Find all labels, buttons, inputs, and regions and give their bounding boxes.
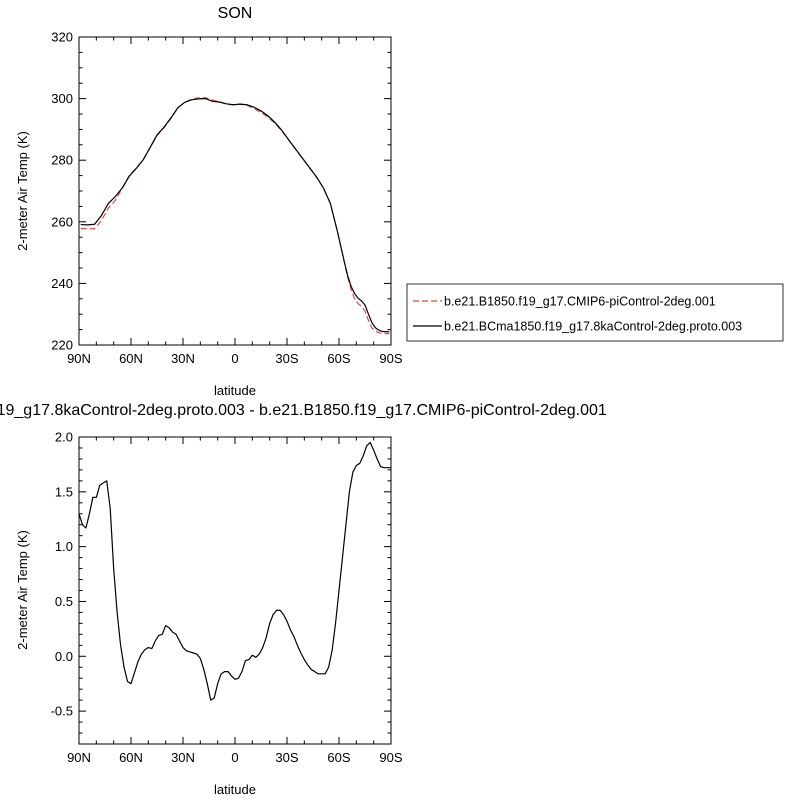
y-tick-label: 2.0	[55, 430, 73, 445]
y-tick-label: 260	[51, 214, 73, 229]
top-panel-title: SON	[218, 5, 253, 22]
y-tick-label: 1.5	[55, 484, 73, 499]
y-tick-label: 220	[51, 338, 73, 353]
x-tick-label: 30S	[275, 351, 298, 366]
bottom-plot-frame	[78, 436, 392, 745]
y-tick-label: -0.5	[51, 704, 73, 719]
top-axis-ticks: 90N 60N 30N 0 30S 60S 90S 220 240 260 280 300 320	[51, 30, 403, 367]
x-tick-label: 60N	[119, 750, 143, 765]
x-tick-label: 60S	[327, 750, 350, 765]
x-tick-label: 30N	[171, 750, 195, 765]
x-tick-label: 30S	[275, 750, 298, 765]
legend-box	[406, 283, 784, 342]
y-tick-label: 0.5	[55, 594, 73, 609]
bottom-x-axis-label: latitude	[214, 782, 256, 797]
top-y-axis-label: 2-meter Air Temp (K)	[15, 131, 30, 251]
x-tick-label: 90S	[379, 750, 402, 765]
x-tick-label: 0	[231, 750, 238, 765]
x-tick-label: 90S	[379, 351, 402, 366]
y-tick-label: 0.0	[55, 649, 73, 664]
top-plot-series	[80, 97, 390, 335]
legend-entry-picontrol: b.e21.B1850.f19_g17.CMIP6-piControl-2deg…	[444, 295, 716, 309]
top-x-axis-label: latitude	[214, 383, 256, 398]
x-tick-label: 90N	[67, 750, 91, 765]
bottom-plot-series	[78, 441, 391, 701]
series-line-0	[80, 97, 390, 335]
x-tick-label: 60S	[327, 351, 350, 366]
y-tick-label: 1.0	[55, 539, 73, 554]
bottom-y-axis-label: 2-meter Air Temp (K)	[15, 530, 30, 650]
bottom-panel: b.e21.BCma1850.f19_g17.8kaControl-2deg.p…	[0, 402, 607, 797]
top-plot-frame	[78, 36, 392, 346]
x-tick-label: 60N	[119, 351, 143, 366]
bottom-axis-ticks: 90N 60N 30N 0 30S 60S 90S -0.5 0.0 0.5 1.0 1.5 2.0	[51, 430, 403, 766]
series-line-0	[78, 441, 391, 701]
legend: b.e21.B1850.f19_g17.CMIP6-piControl-2deg…	[406, 283, 784, 342]
series-line-1	[80, 98, 390, 333]
y-tick-label: 280	[51, 153, 73, 168]
x-tick-label: 30N	[171, 351, 195, 366]
bottom-panel-title: b.e21.BCma1850.f19_g17.8kaControl-2deg.p…	[0, 402, 607, 419]
y-tick-label: 240	[51, 276, 73, 291]
y-tick-label: 320	[51, 30, 73, 45]
x-tick-label: 90N	[67, 351, 91, 366]
x-tick-label: 0	[231, 351, 238, 366]
y-tick-label: 300	[51, 91, 73, 106]
top-panel: SON 90N 60N 30N 0 30S 60S 90S 220 240 260 280 300 32…	[15, 5, 403, 398]
legend-entry-8kacontrol: b.e21.BCma1850.f19_g17.8kaControl-2deg.p…	[444, 320, 742, 334]
